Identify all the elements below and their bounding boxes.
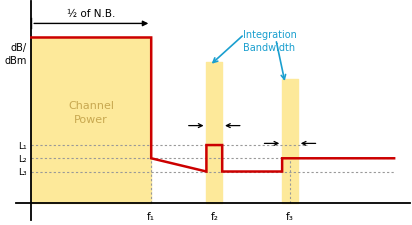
Text: f₁: f₁ bbox=[147, 211, 155, 221]
Text: Channel
Power: Channel Power bbox=[68, 101, 114, 124]
Text: L₂: L₂ bbox=[18, 154, 26, 163]
Text: L₃: L₃ bbox=[18, 167, 26, 176]
Text: ½ of N.B.: ½ of N.B. bbox=[67, 9, 115, 18]
Text: Integration
Bandwidth: Integration Bandwidth bbox=[243, 30, 297, 52]
Text: L₁: L₁ bbox=[18, 141, 26, 150]
Text: f₂: f₂ bbox=[211, 211, 218, 221]
Text: dB/
dBm: dB/ dBm bbox=[4, 43, 26, 65]
Text: f₃: f₃ bbox=[286, 211, 294, 221]
